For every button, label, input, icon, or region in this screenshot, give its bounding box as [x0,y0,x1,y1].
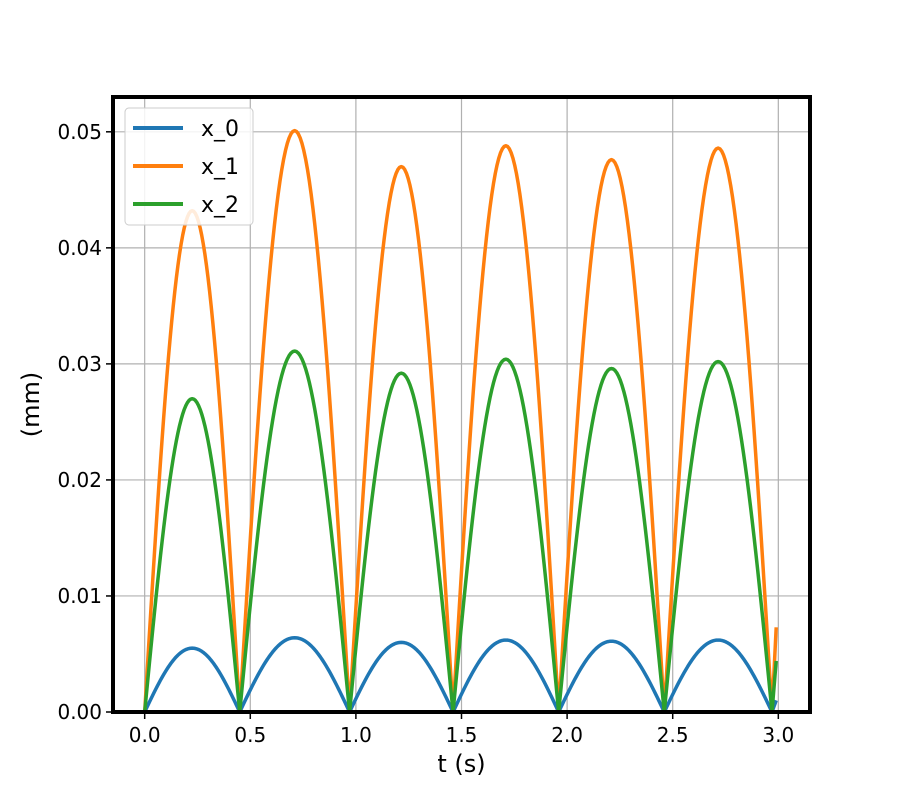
x-tick-label: 1.5 [446,723,478,747]
x-tick-label: 1.0 [340,723,372,747]
y-tick-label: 0.05 [57,120,102,144]
y-tick-label: 0.00 [57,700,102,724]
y-axis-label: (mm) [17,372,45,437]
legend-box [124,107,254,226]
x-axis-label: t (s) [437,750,485,778]
tick-layer: 0.0 0.5 1.0 1.5 2.0 2.5 3.0 0.00 0.01 0.02 0.03 0.0… [57,120,794,747]
y-tick-label: 0.02 [57,468,102,492]
series-line-x_0 [143,635,778,714]
legend-label-x_1: x_1 [201,155,239,180]
series-line-x_1 [142,128,778,714]
x-tick-label: 2.5 [657,723,689,747]
legend: x_0 x_1 x_2 [124,107,254,226]
legend-label-x_0: x_0 [201,117,239,142]
y-tick-label: 0.04 [57,236,102,260]
x-tick-label: 3.0 [762,723,794,747]
series-line-x_2 [142,349,778,714]
y-tick-label: 0.01 [57,584,102,608]
x-tick-label: 0.0 [129,723,161,747]
y-tick-label: 0.03 [57,352,102,376]
x-tick-label: 0.5 [234,723,266,747]
series-layer [142,128,778,714]
x-tick-label: 2.0 [551,723,583,747]
legend-label-x_2: x_2 [201,193,239,218]
